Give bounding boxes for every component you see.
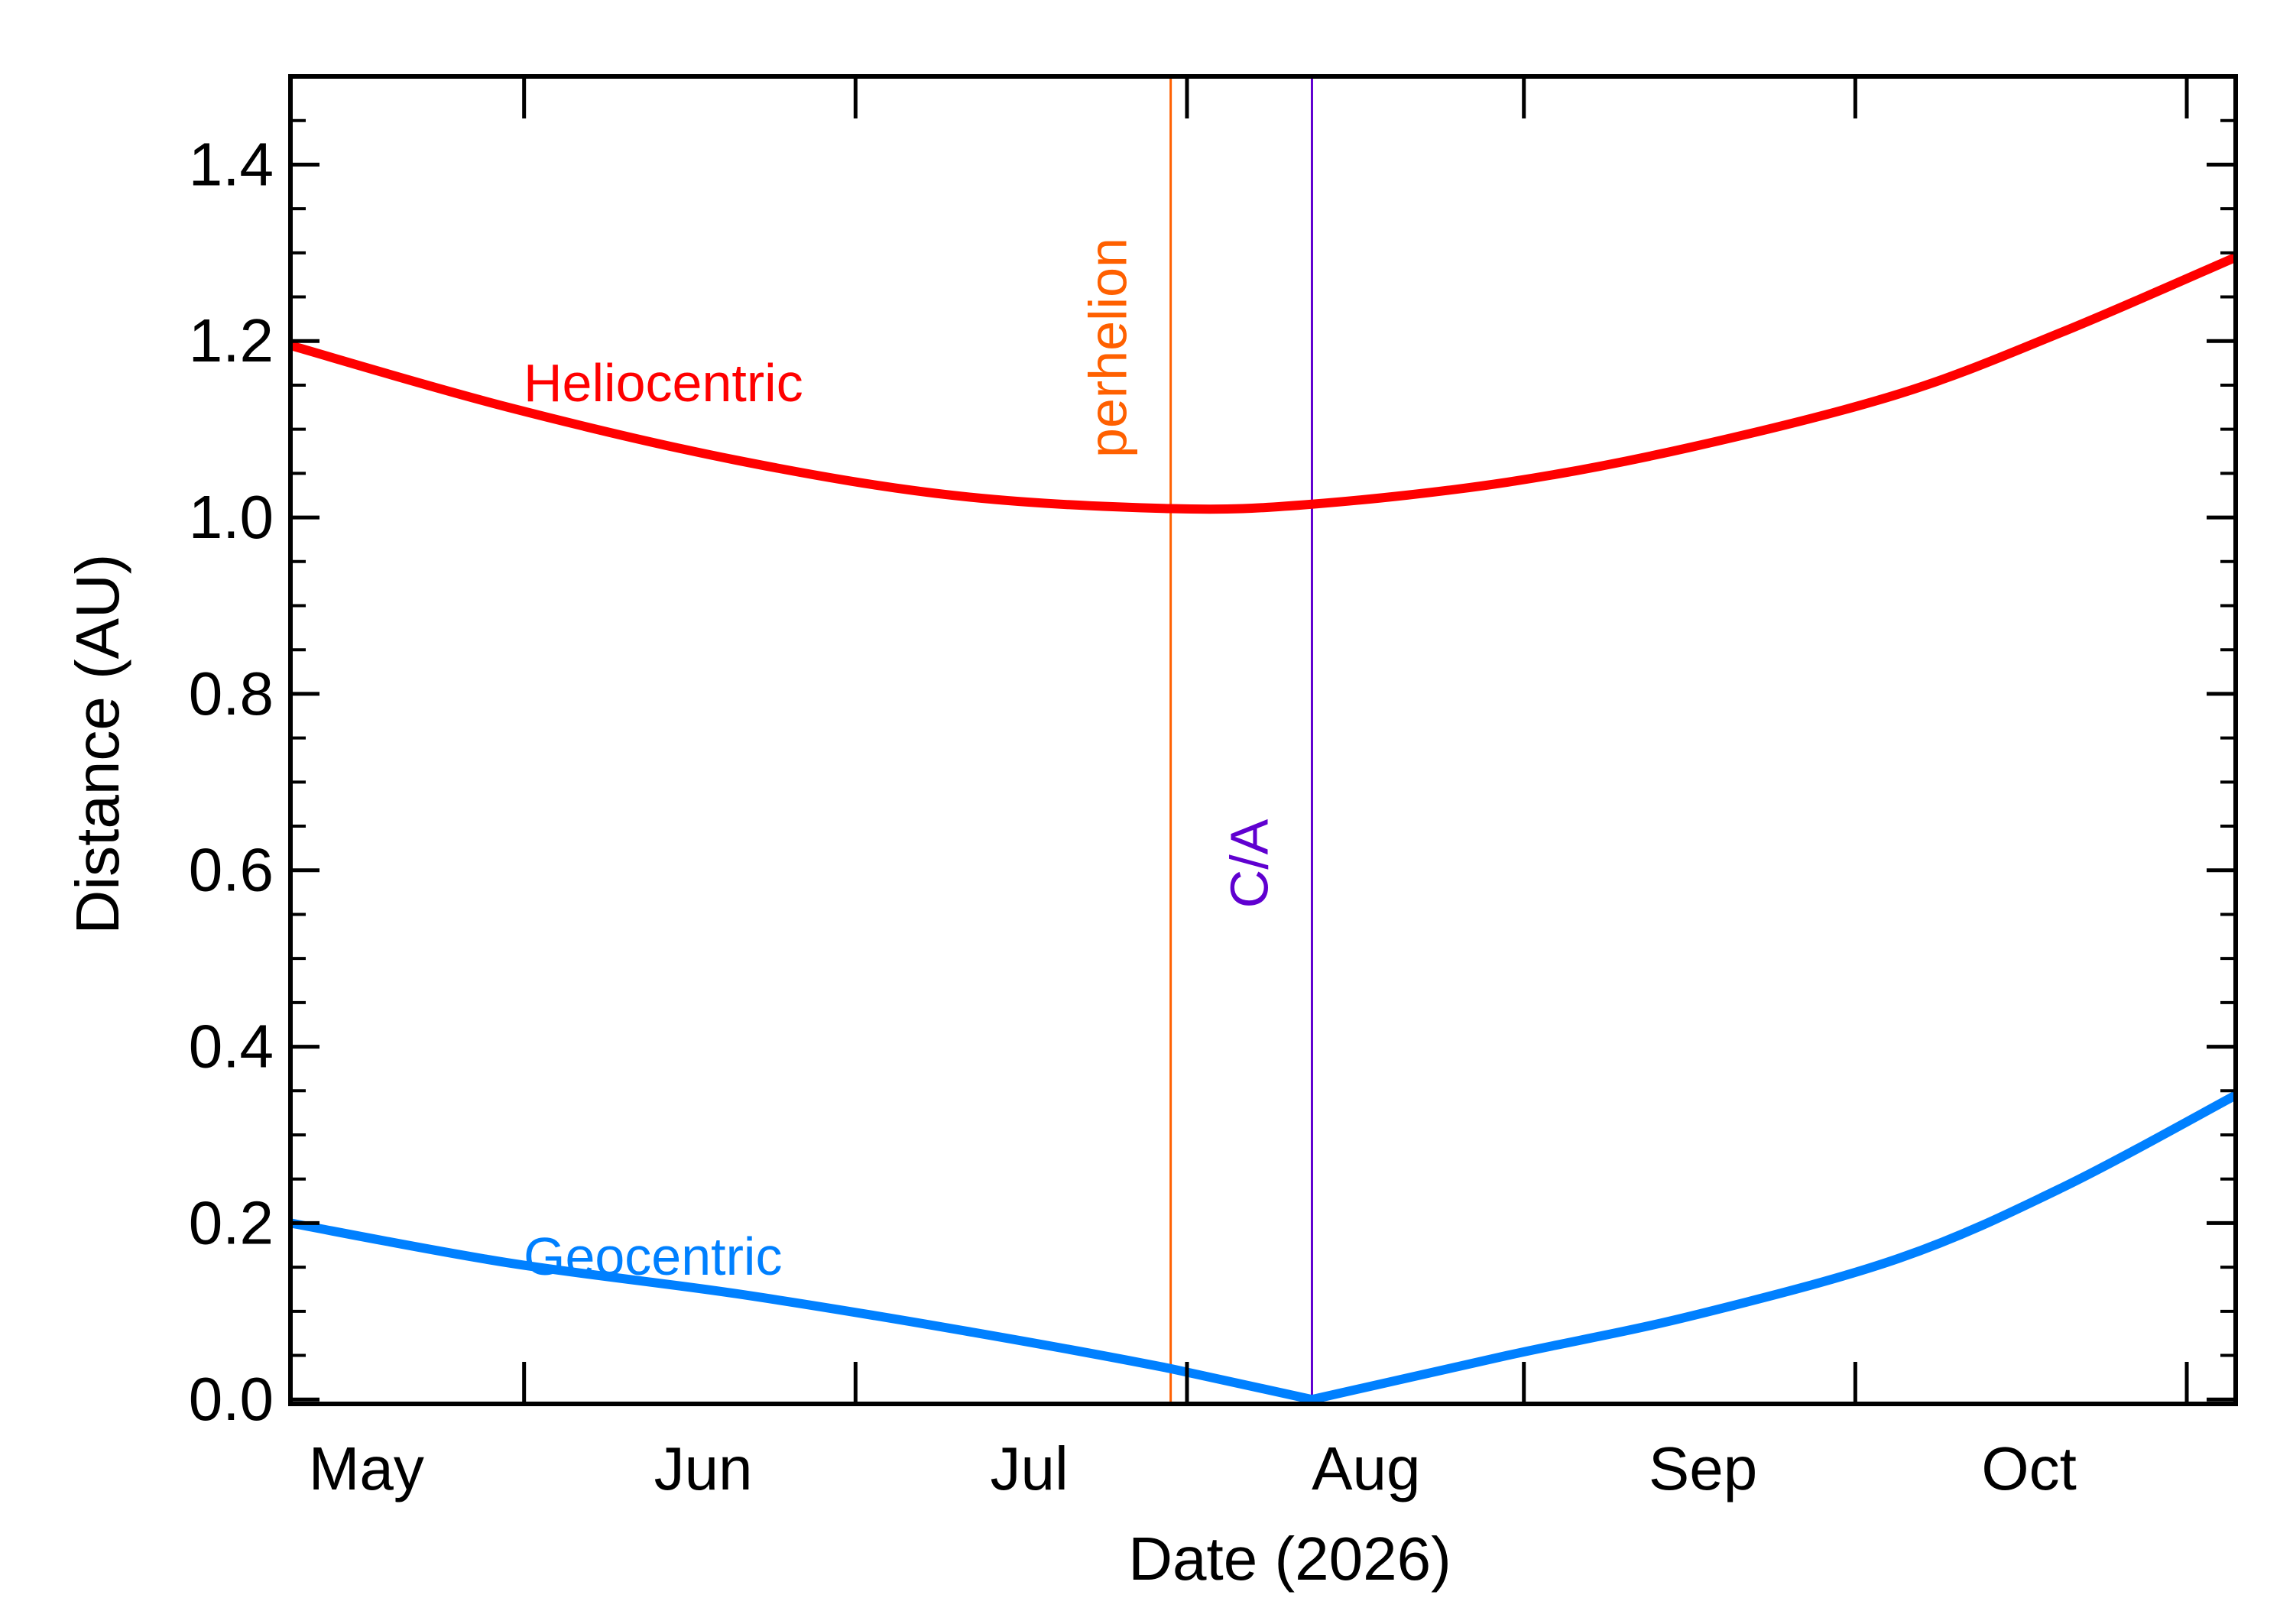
- y-axis-title: Distance (AU): [63, 554, 131, 935]
- y-tick-label: 0.6: [189, 836, 274, 904]
- y-tick-label: 0.0: [189, 1365, 274, 1433]
- y-tick-label: 0.2: [189, 1188, 274, 1256]
- series-line: [289, 1091, 2238, 1405]
- tick-layer: 0.0 0.2 0.4 0.6 0.8 1.0 1.2 1.4 May Jun Jul Aug Sep O…: [189, 75, 2236, 1502]
- x-tick-label: Jun: [654, 1434, 753, 1502]
- series-line: [289, 253, 2238, 514]
- x-tick-label: Jul: [990, 1434, 1068, 1502]
- plot-frame: [288, 74, 2238, 1406]
- y-tick-label: 1.4: [189, 130, 274, 198]
- x-tick-label: Aug: [1312, 1434, 1420, 1502]
- x-tick-label: Sep: [1649, 1434, 1757, 1502]
- x-tick-label: May: [309, 1434, 424, 1502]
- y-tick-label: 1.0: [189, 483, 274, 551]
- y-tick-label: 1.2: [189, 306, 274, 374]
- marker-label: C/A: [1219, 818, 1279, 908]
- x-tick-label: Oct: [1981, 1434, 2076, 1502]
- x-axis-title: Date (2026): [1128, 1525, 1451, 1593]
- marker-label: perhelion: [1078, 238, 1138, 458]
- series-layer: Heliocentric Geocentric: [289, 253, 2238, 1405]
- y-tick-label: 0.4: [189, 1013, 274, 1081]
- series-label: Heliocentric: [524, 353, 803, 413]
- series-label: Geocentric: [524, 1227, 782, 1286]
- y-tick-label: 0.8: [189, 660, 274, 728]
- marker-layer: perhelion C/A: [1078, 76, 1313, 1404]
